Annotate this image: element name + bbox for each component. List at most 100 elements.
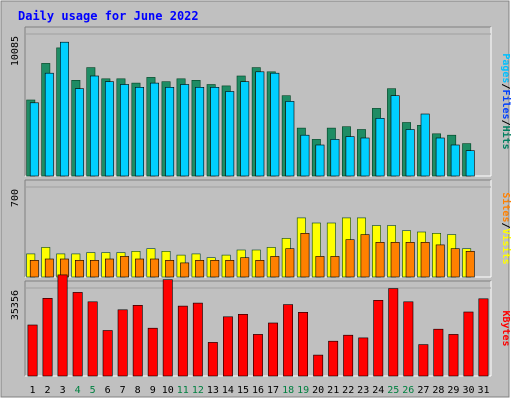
bar-kbytes-day-16 (253, 334, 263, 377)
bar-pages-day-28 (435, 137, 445, 177)
bar-sites-day-30 (465, 251, 475, 278)
x-tick-label-day-2: 2 (44, 385, 50, 396)
panel-2-ymax-label: 700 (10, 189, 21, 207)
legend-visits: Visits (500, 229, 512, 265)
bar-sites-day-18 (285, 248, 295, 278)
bar-kbytes-day-26 (403, 301, 414, 377)
x-tick-label-day-25: 25 (387, 385, 399, 396)
bar-pages-day-12 (195, 87, 205, 177)
bar-kbytes-day-12 (192, 302, 203, 377)
bar-kbytes-day-14 (223, 316, 233, 377)
x-tick-label-day-31: 31 (477, 385, 489, 396)
x-tick-label-day-26: 26 (402, 385, 414, 396)
bar-kbytes-day-2 (42, 297, 53, 377)
legend-files: Files (500, 89, 512, 119)
bar-kbytes-day-5 (87, 301, 98, 377)
bar-kbytes-day-30 (463, 311, 474, 377)
panel-1-ymax-label: 10085 (10, 36, 21, 66)
bar-sites-day-25 (390, 242, 400, 278)
x-tick-label-day-5: 5 (90, 385, 96, 396)
x-tick-label-day-11: 11 (177, 385, 189, 396)
bar-pages-day-20 (315, 144, 325, 177)
bar-sites-day-16 (255, 259, 265, 278)
bar-sites-day-20 (315, 256, 325, 278)
bar-kbytes-day-21 (328, 340, 339, 377)
x-tick-label-day-13: 13 (207, 385, 219, 396)
x-tick-label-day-28: 28 (432, 385, 444, 396)
bar-kbytes-day-28 (433, 328, 444, 377)
bar-kbytes-day-6 (102, 330, 113, 377)
bar-sites-day-21 (330, 256, 340, 278)
legend-kbytes: KBytes (500, 310, 511, 346)
legend-separator: / (500, 83, 511, 89)
bar-sites-day-15 (240, 257, 250, 278)
bar-pages-day-26 (405, 129, 415, 177)
bar-pages-day-24 (375, 118, 385, 177)
bar-sites-day-13 (210, 259, 220, 278)
x-tick-label-day-10: 10 (162, 385, 174, 396)
panel-2-legend: Sites/Visits (500, 192, 512, 264)
x-tick-label-day-19: 19 (297, 385, 309, 396)
bar-pages-day-14 (225, 91, 235, 177)
x-tick-label-day-22: 22 (342, 385, 354, 396)
bar-sites-day-22 (345, 239, 355, 278)
bar-sites-day-27 (420, 242, 430, 278)
legend-separator: / (500, 120, 511, 126)
x-tick-label-day-6: 6 (105, 385, 111, 396)
bar-pages-day-9 (150, 82, 159, 177)
bar-sites-day-8 (135, 258, 144, 278)
bar-sites-day-1 (29, 259, 39, 278)
x-tick-label-day-8: 8 (135, 385, 141, 396)
bar-kbytes-day-17 (268, 322, 278, 377)
bar-kbytes-day-24 (373, 299, 384, 377)
bar-pages-day-30 (465, 150, 475, 177)
legend-sites: Sites (500, 192, 512, 222)
bar-pages-day-1 (29, 102, 39, 177)
bar-kbytes-day-22 (343, 334, 354, 377)
x-tick-label-day-18: 18 (282, 385, 294, 396)
bar-sites-day-10 (165, 259, 175, 278)
x-tick-label-day-14: 14 (222, 385, 234, 396)
x-tick-label-day-9: 9 (150, 385, 156, 396)
bar-kbytes-day-31 (478, 298, 489, 377)
bar-pages-day-4 (75, 88, 84, 177)
x-tick-label-day-29: 29 (447, 385, 459, 396)
bar-pages-day-19 (300, 134, 310, 177)
bar-sites-day-12 (195, 259, 205, 278)
bar-pages-day-2 (44, 72, 54, 177)
bar-kbytes-day-19 (298, 311, 308, 377)
bar-pages-day-8 (135, 87, 144, 177)
bar-sites-day-26 (405, 242, 415, 278)
bar-pages-day-23 (360, 137, 370, 177)
bar-pages-day-5 (90, 75, 99, 177)
bar-sites-day-24 (375, 242, 385, 278)
x-tick-label-day-3: 3 (60, 385, 66, 396)
bar-kbytes-day-20 (313, 354, 324, 377)
bar-pages-day-15 (240, 81, 250, 177)
bar-pages-day-21 (330, 139, 340, 177)
bar-pages-day-11 (180, 84, 190, 177)
bar-kbytes-day-27 (418, 344, 429, 377)
bar-sites-day-9 (150, 258, 159, 278)
bar-pages-day-6 (105, 81, 114, 177)
x-tick-label-day-15: 15 (237, 385, 249, 396)
bar-sites-day-7 (120, 256, 130, 278)
x-tick-label-day-24: 24 (372, 385, 384, 396)
bar-kbytes-day-18 (283, 304, 293, 377)
bar-kbytes-day-11 (177, 305, 188, 377)
bar-sites-day-2 (44, 258, 54, 278)
x-tick-label-day-12: 12 (192, 385, 204, 396)
x-tick-label-day-27: 27 (417, 385, 429, 396)
x-tick-label-day-17: 17 (267, 385, 279, 396)
bar-sites-day-6 (105, 258, 114, 278)
x-tick-label-day-20: 20 (312, 385, 324, 396)
bar-kbytes-day-23 (358, 337, 369, 377)
bar-kbytes-day-1 (27, 324, 38, 377)
bar-sites-day-5 (90, 259, 99, 278)
bar-kbytes-day-29 (448, 334, 459, 377)
bar-pages-day-18 (285, 101, 295, 177)
bar-kbytes-day-15 (238, 313, 248, 377)
bar-kbytes-day-7 (117, 309, 128, 377)
legend-pages: Pages (500, 53, 511, 83)
